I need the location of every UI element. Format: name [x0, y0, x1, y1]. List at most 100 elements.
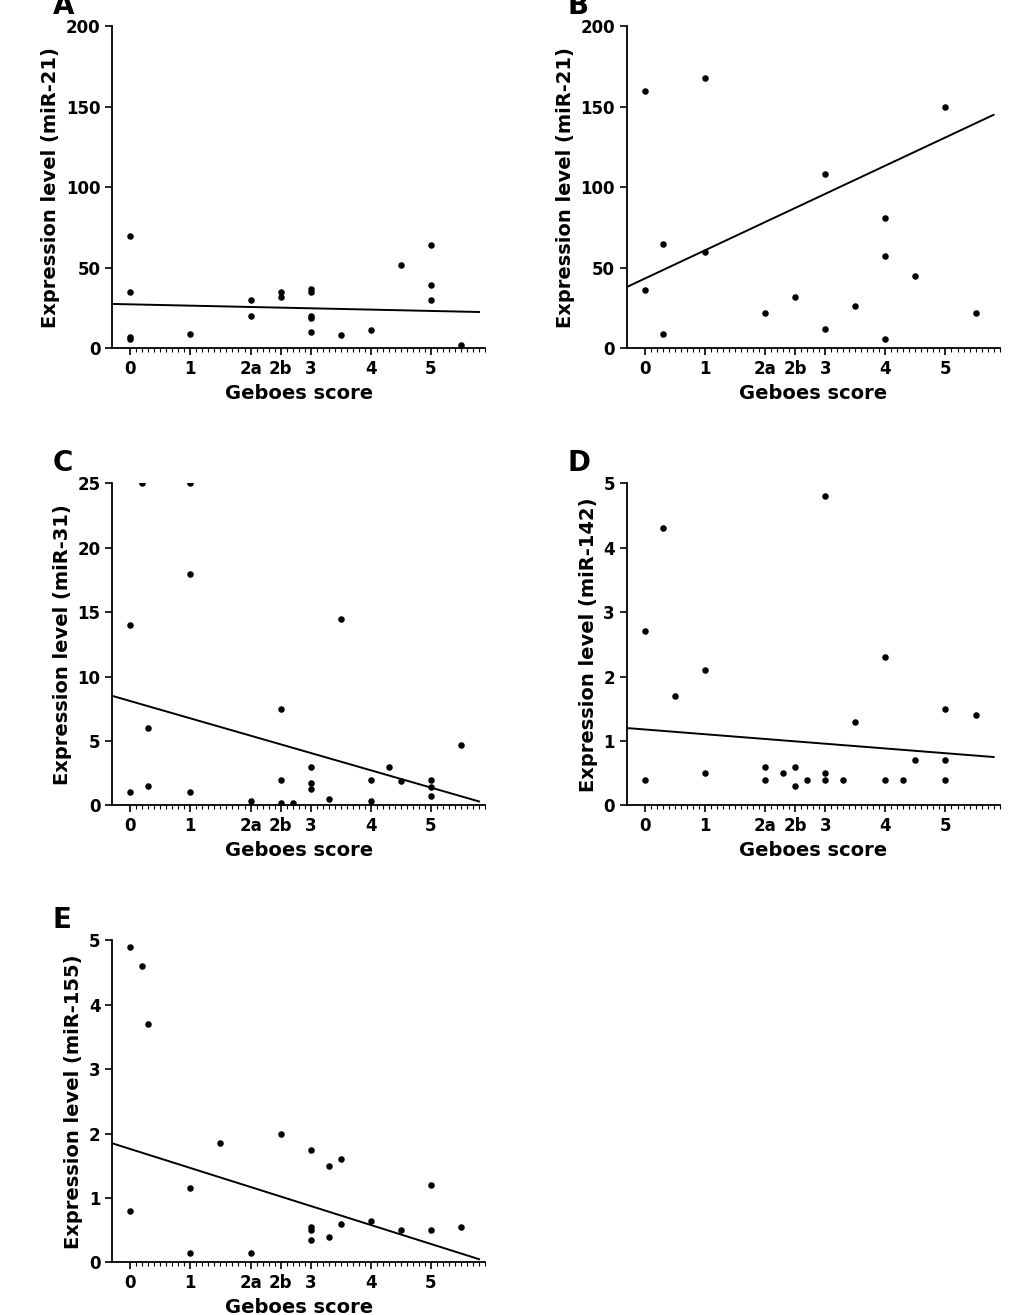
Point: [363, 320, 379, 341]
Point: [816, 763, 833, 784]
X-axis label: Geboes score: Geboes score: [224, 1298, 372, 1315]
Point: [122, 782, 139, 803]
Point: [636, 280, 652, 301]
Point: [636, 621, 652, 642]
Point: [966, 705, 982, 726]
Point: [284, 792, 301, 813]
Point: [654, 323, 671, 345]
Point: [422, 769, 438, 790]
Point: [654, 518, 671, 539]
Point: [363, 790, 379, 811]
Text: A: A: [53, 0, 74, 20]
X-axis label: Geboes score: Geboes score: [224, 840, 372, 860]
Point: [422, 1174, 438, 1195]
Point: [876, 327, 893, 348]
Point: [816, 318, 833, 339]
Point: [363, 1210, 379, 1231]
Point: [303, 773, 319, 794]
Point: [272, 1123, 288, 1144]
Y-axis label: Expression level (miR-21): Expression level (miR-21): [555, 47, 574, 327]
Point: [936, 769, 953, 790]
Point: [303, 1220, 319, 1241]
Point: [787, 756, 803, 777]
Point: [243, 1243, 259, 1264]
Y-axis label: Expression level (miR-142): Expression level (miR-142): [578, 497, 597, 792]
Point: [332, 1214, 348, 1235]
Point: [182, 782, 199, 803]
Point: [332, 608, 348, 629]
Point: [906, 266, 922, 287]
Point: [876, 647, 893, 668]
Point: [422, 1220, 438, 1241]
Y-axis label: Expression level (miR-21): Expression level (miR-21): [41, 47, 60, 327]
Point: [636, 80, 652, 101]
Text: C: C: [53, 448, 72, 477]
Point: [332, 1149, 348, 1170]
X-axis label: Geboes score: Geboes score: [224, 384, 372, 402]
Point: [392, 254, 409, 275]
Point: [666, 685, 683, 706]
Point: [422, 786, 438, 807]
Point: [303, 322, 319, 343]
Point: [303, 1139, 319, 1160]
X-axis label: Geboes score: Geboes score: [739, 384, 887, 402]
Point: [320, 789, 336, 810]
Point: [272, 281, 288, 302]
Point: [696, 763, 712, 784]
Point: [363, 769, 379, 790]
Point: [380, 756, 396, 777]
Point: [320, 1226, 336, 1247]
Point: [816, 164, 833, 185]
Point: [303, 308, 319, 329]
Point: [876, 208, 893, 229]
Point: [816, 769, 833, 790]
Point: [787, 287, 803, 308]
Point: [303, 281, 319, 302]
Point: [452, 1216, 469, 1237]
Point: [182, 323, 199, 345]
Point: [303, 778, 319, 800]
Point: [936, 96, 953, 117]
Point: [787, 776, 803, 797]
Point: [966, 302, 982, 323]
Point: [140, 776, 156, 797]
Point: [846, 296, 862, 317]
Point: [122, 1201, 139, 1222]
Point: [122, 326, 139, 347]
Point: [774, 763, 791, 784]
Point: [876, 769, 893, 790]
Point: [846, 711, 862, 732]
Point: [696, 241, 712, 262]
Point: [212, 1132, 228, 1153]
Point: [182, 563, 199, 584]
Point: [122, 327, 139, 348]
Point: [182, 473, 199, 494]
Point: [140, 1014, 156, 1035]
Point: [243, 305, 259, 326]
Point: [756, 756, 772, 777]
Point: [422, 289, 438, 310]
Point: [876, 246, 893, 267]
Point: [392, 1220, 409, 1241]
Point: [182, 1243, 199, 1264]
Point: [936, 750, 953, 771]
Text: D: D: [567, 448, 590, 477]
Point: [303, 1230, 319, 1251]
Point: [122, 225, 139, 246]
X-axis label: Geboes score: Geboes score: [739, 840, 887, 860]
Y-axis label: Expression level (miR-155): Expression level (miR-155): [64, 955, 84, 1249]
Point: [654, 233, 671, 254]
Point: [756, 302, 772, 323]
Point: [182, 1178, 199, 1199]
Point: [122, 614, 139, 635]
Point: [303, 305, 319, 326]
Point: [422, 275, 438, 296]
Point: [303, 1216, 319, 1237]
Point: [936, 698, 953, 719]
Point: [422, 777, 438, 798]
Point: [122, 936, 139, 957]
Text: B: B: [567, 0, 588, 20]
Point: [243, 289, 259, 310]
Point: [303, 279, 319, 300]
Point: [332, 325, 348, 346]
